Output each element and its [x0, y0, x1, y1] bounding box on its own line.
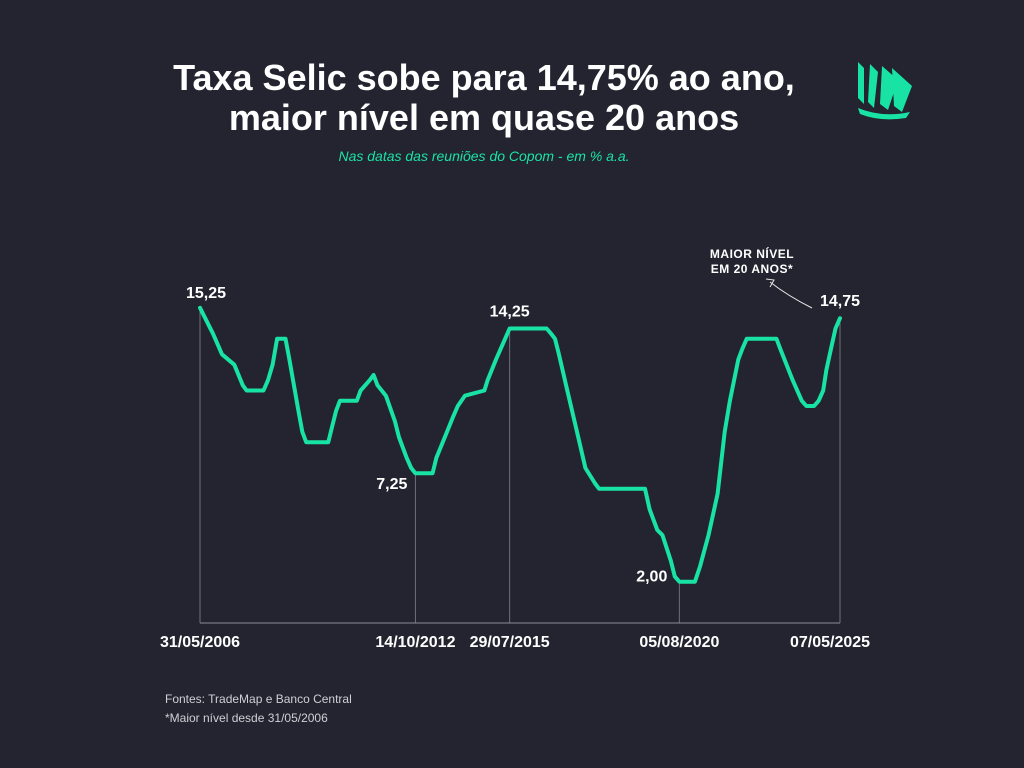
data-label: 15,25 — [186, 285, 226, 302]
chart-title: Taxa Selic sobe para 14,75% ao ano, maio… — [0, 58, 968, 138]
annotation-line-2: EM 20 ANOS* — [711, 262, 793, 276]
title-line-2: maior nível em quase 20 anos — [228, 97, 740, 138]
x-tick-label: 14/10/2012 — [375, 634, 455, 651]
x-tick-label: 07/05/2025 — [790, 634, 870, 651]
footer: Fontes: TradeMap e Banco Central *Maior … — [165, 690, 352, 728]
x-tick-labels: 31/05/2006 14/10/2012 29/07/2015 05/08/2020… — [160, 634, 870, 651]
guide-lines — [199, 307, 841, 623]
footer-sources: Fontes: TradeMap e Banco Central — [165, 692, 352, 706]
data-label: 14,75 — [820, 293, 860, 310]
data-label: 2,00 — [636, 569, 667, 586]
series-line-selic — [198, 305, 842, 584]
footer-note: *Maior nível desde 31/05/2006 — [165, 711, 328, 725]
x-tick-label: 05/08/2020 — [639, 634, 719, 651]
annotation-arrow — [769, 281, 813, 309]
data-labels: 15,25 7,25 14,25 2,00 14,75 — [186, 285, 860, 586]
chart-subtitle: Nas datas das reuniões do Copom - em % a… — [338, 148, 630, 164]
data-label: 7,25 — [376, 476, 407, 493]
title-line-1: Taxa Selic sobe para 14,75% ao ano, — [173, 57, 795, 98]
x-tick-label: 29/07/2015 — [470, 634, 550, 651]
annotation-arrow-head — [765, 278, 775, 288]
sails-logo-icon — [858, 62, 912, 120]
x-tick-label: 31/05/2006 — [160, 634, 240, 651]
annotation-line-1: MAIOR NÍVEL — [710, 246, 794, 261]
data-label: 14,25 — [490, 304, 530, 321]
